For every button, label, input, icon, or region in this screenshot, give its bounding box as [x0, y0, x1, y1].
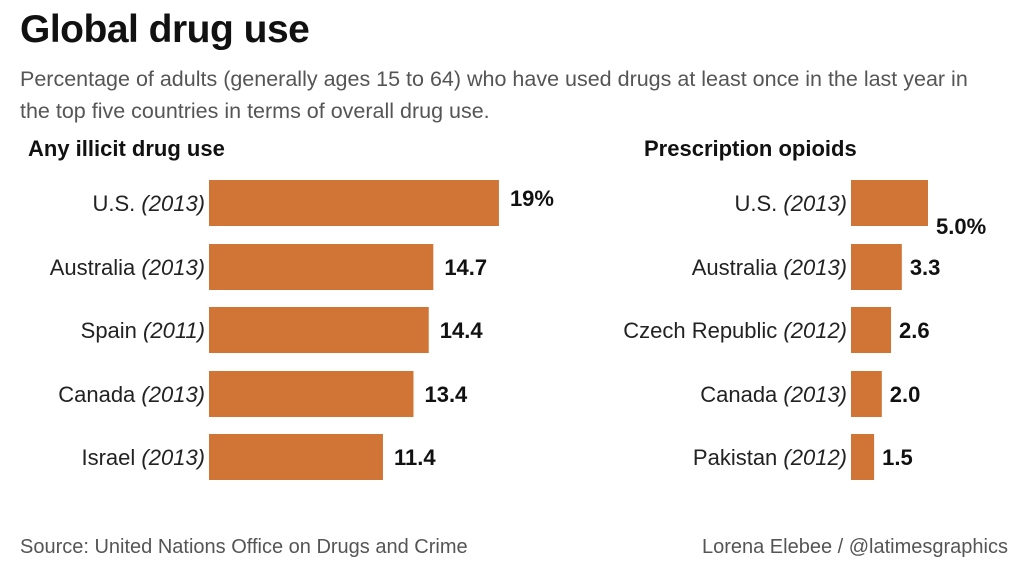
category-label: Canada (2013) [58, 382, 205, 407]
value-label: 11.4 [394, 445, 436, 470]
value-label: 14.7 [444, 255, 487, 280]
bar-czech-republic [851, 307, 892, 353]
category-year: (2012) [783, 445, 847, 470]
value-label: 2.6 [899, 318, 930, 343]
value-label: 13.4 [424, 382, 468, 407]
category-year: (2012) [783, 318, 847, 343]
category-label: Israel (2013) [81, 445, 205, 470]
category-label: Canada (2013) [700, 382, 847, 407]
category-name: Australia [50, 255, 142, 280]
credit-line: Lorena Elebee / @latimesgraphics [701, 536, 1008, 558]
value-label: 3.3 [910, 255, 941, 280]
bar-u-s- [851, 180, 928, 226]
category-name: Spain [81, 318, 143, 343]
right-panel-title: Prescription opioids [644, 136, 857, 161]
category-label: Pakistan (2012) [693, 445, 847, 470]
value-label: 1.5 [882, 445, 913, 470]
category-label: U.S. (2013) [93, 191, 206, 216]
category-name: U.S. [735, 191, 784, 216]
bar-canada [209, 371, 414, 417]
value-label: 19% [510, 186, 554, 211]
category-label: Czech Republic (2012) [623, 318, 847, 343]
category-year: (2013) [141, 191, 205, 216]
category-name: Israel [81, 445, 141, 470]
category-name: Czech Republic [623, 318, 783, 343]
value-label: 5.0% [936, 214, 986, 239]
category-label: U.S. (2013) [735, 191, 848, 216]
source-note: Source: United Nations Office on Drugs a… [20, 536, 468, 558]
bar-pakistan [851, 434, 875, 480]
category-year: (2013) [783, 191, 847, 216]
category-label: Spain (2011) [81, 318, 205, 343]
category-year: (2011) [143, 318, 205, 343]
chart-title: Global drug use [20, 8, 310, 51]
value-label: 2.0 [890, 382, 921, 407]
bar-australia [851, 244, 902, 290]
category-label: Australia (2013) [50, 255, 205, 280]
category-name: Canada [58, 382, 141, 407]
bar-australia [209, 244, 434, 290]
category-year: (2013) [141, 445, 205, 470]
bar-israel [209, 434, 383, 480]
category-year: (2013) [783, 255, 847, 280]
category-name: U.S. [93, 191, 142, 216]
category-name: Canada [700, 382, 783, 407]
value-label: 14.4 [440, 318, 484, 343]
left-panel-title: Any illicit drug use [28, 136, 225, 161]
bar-u-s- [209, 180, 499, 226]
category-year: (2013) [783, 382, 847, 407]
category-name: Pakistan [693, 445, 784, 470]
category-year: (2013) [141, 382, 205, 407]
category-label: Australia (2013) [692, 255, 847, 280]
bar-canada [851, 371, 882, 417]
chart-subtitle: Percentage of adults (generally ages 15 … [20, 67, 968, 123]
category-year: (2013) [141, 255, 205, 280]
bar-spain [209, 307, 429, 353]
category-name: Australia [692, 255, 784, 280]
